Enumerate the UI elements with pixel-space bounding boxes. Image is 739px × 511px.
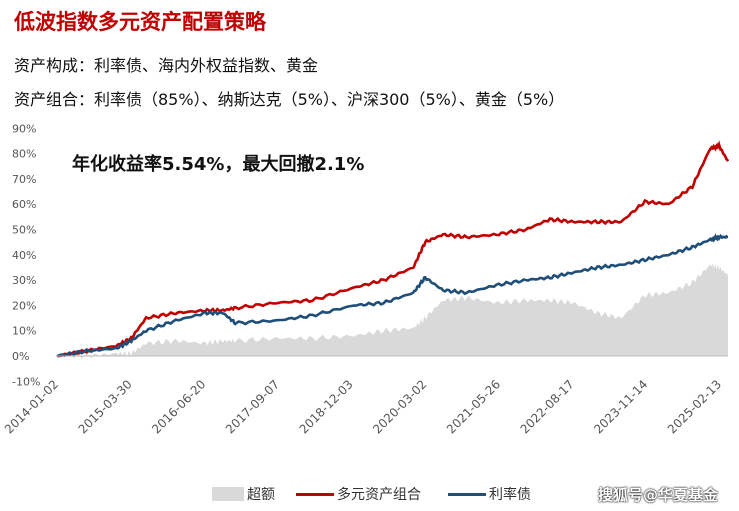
legend-label: 利率债 — [489, 487, 531, 503]
asset-allocation: 资产组合：利率债（85%）、纳斯达克（5%）、沪深300（5%）、黄金（5%） — [14, 90, 565, 109]
legend-item-portfolio: 多元资产组合 — [296, 484, 421, 504]
x-tick-label: 2021-05-26 — [444, 377, 503, 436]
annotation: 年化收益率5.54%，最大回撤2.1% — [72, 153, 364, 175]
series-line-bond — [56, 233, 729, 358]
y-tick-label: 50% — [12, 224, 36, 237]
watermark: 搜狐号@华夏基金 — [598, 486, 719, 504]
y-tick-label: 70% — [12, 173, 36, 186]
x-tick-label: 2023-11-14 — [591, 377, 650, 436]
legend-swatch — [212, 487, 244, 501]
y-tick-label: 60% — [12, 198, 36, 211]
y-tick-label: 0% — [12, 350, 29, 363]
y-tick-label: 10% — [12, 325, 36, 338]
x-tick-label: 2025-02-13 — [665, 377, 724, 436]
y-tick-label: 20% — [12, 299, 36, 312]
x-tick-label: 2018-12-03 — [297, 377, 356, 436]
x-tick-label: 2016-06-20 — [149, 377, 208, 436]
y-tick-label: 80% — [12, 148, 36, 161]
y-tick-label: 30% — [12, 274, 36, 287]
y-tick-label: 90% — [12, 122, 36, 135]
legend-item-excess: 超额 — [212, 484, 275, 504]
legend-label: 超额 — [247, 487, 275, 503]
y-tick-label: 40% — [12, 249, 36, 262]
chart-title: 低波指数多元资产配置策略 — [14, 10, 266, 34]
y-tick-label: -10% — [12, 375, 40, 388]
excess-area — [57, 263, 728, 359]
legend-swatch — [296, 492, 334, 496]
legend-swatch — [448, 492, 486, 496]
series-line-portfolio — [56, 140, 730, 358]
x-tick-label: 2020-03-02 — [370, 377, 429, 436]
legend-label: 多元资产组合 — [337, 487, 421, 503]
x-tick-label: 2017-09-07 — [223, 377, 282, 436]
x-tick-label: 2022-08-17 — [518, 377, 577, 436]
legend-item-bond: 利率债 — [448, 484, 531, 504]
asset-composition: 资产构成：利率债、海内外权益指数、黄金 — [14, 56, 319, 75]
x-tick-label: 2015-03-30 — [76, 377, 135, 436]
